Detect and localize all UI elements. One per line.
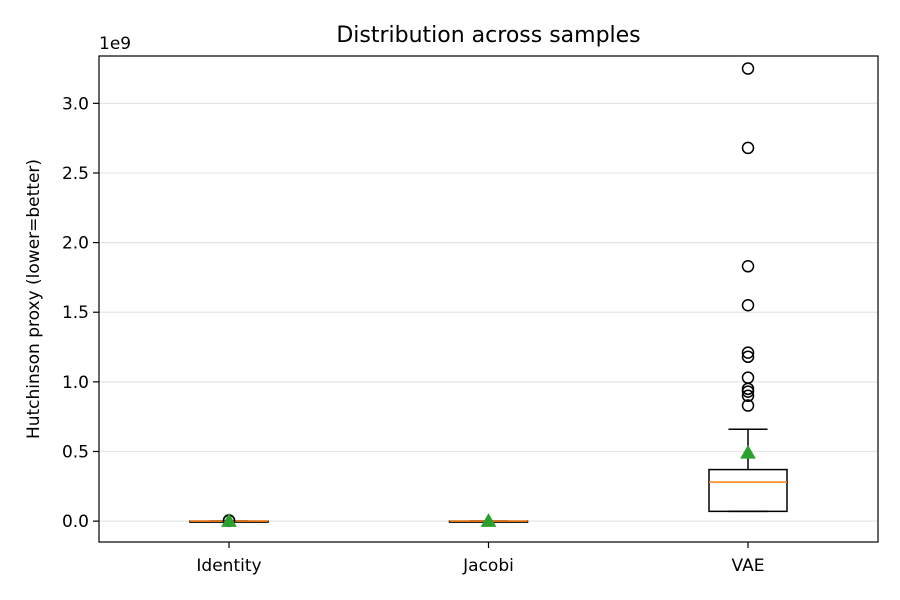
mean-marker	[740, 444, 756, 459]
y-tick-label: 2.5	[62, 164, 89, 184]
y-tick-label: 3.0	[62, 94, 89, 114]
outlier-point	[741, 371, 755, 384]
outlier-point	[741, 346, 755, 359]
chart-title: Distribution across samples	[336, 23, 640, 48]
y-tick-label: 2.0	[62, 234, 89, 254]
grid-lines	[99, 102, 878, 522]
boxes	[189, 62, 788, 527]
box	[708, 468, 788, 513]
x-tick-label: Identity	[196, 556, 261, 576]
y-tick-label: 0.5	[62, 442, 89, 462]
box-group-identity	[189, 513, 269, 527]
mean-marker	[480, 513, 497, 527]
outlier-point	[741, 389, 755, 403]
outlier-point	[741, 141, 755, 155]
ticks: 0.0 0.5 1.0 1.5 2.0 2.5 3.0 Identity Jacobi VAE	[62, 94, 765, 576]
y-offset-label: 1e9	[99, 34, 131, 54]
x-tick-label: VAE	[732, 556, 765, 576]
outlier-point	[741, 260, 755, 273]
x-tick-label: Jacobi	[462, 556, 514, 576]
mean-marker	[221, 513, 237, 527]
outlier-point	[741, 62, 755, 75]
y-axis-label: Hutchinson proxy (lower=better)	[24, 159, 44, 439]
y-tick-label: 0.0	[62, 512, 89, 532]
box-group-jacobi	[448, 513, 529, 527]
outlier-point	[741, 399, 755, 412]
y-tick-label: 1.5	[62, 303, 89, 323]
y-tick-label: 1.0	[62, 373, 89, 393]
outlier-point	[741, 299, 755, 312]
box-group-vae	[708, 62, 788, 513]
outlier-point	[741, 350, 755, 364]
